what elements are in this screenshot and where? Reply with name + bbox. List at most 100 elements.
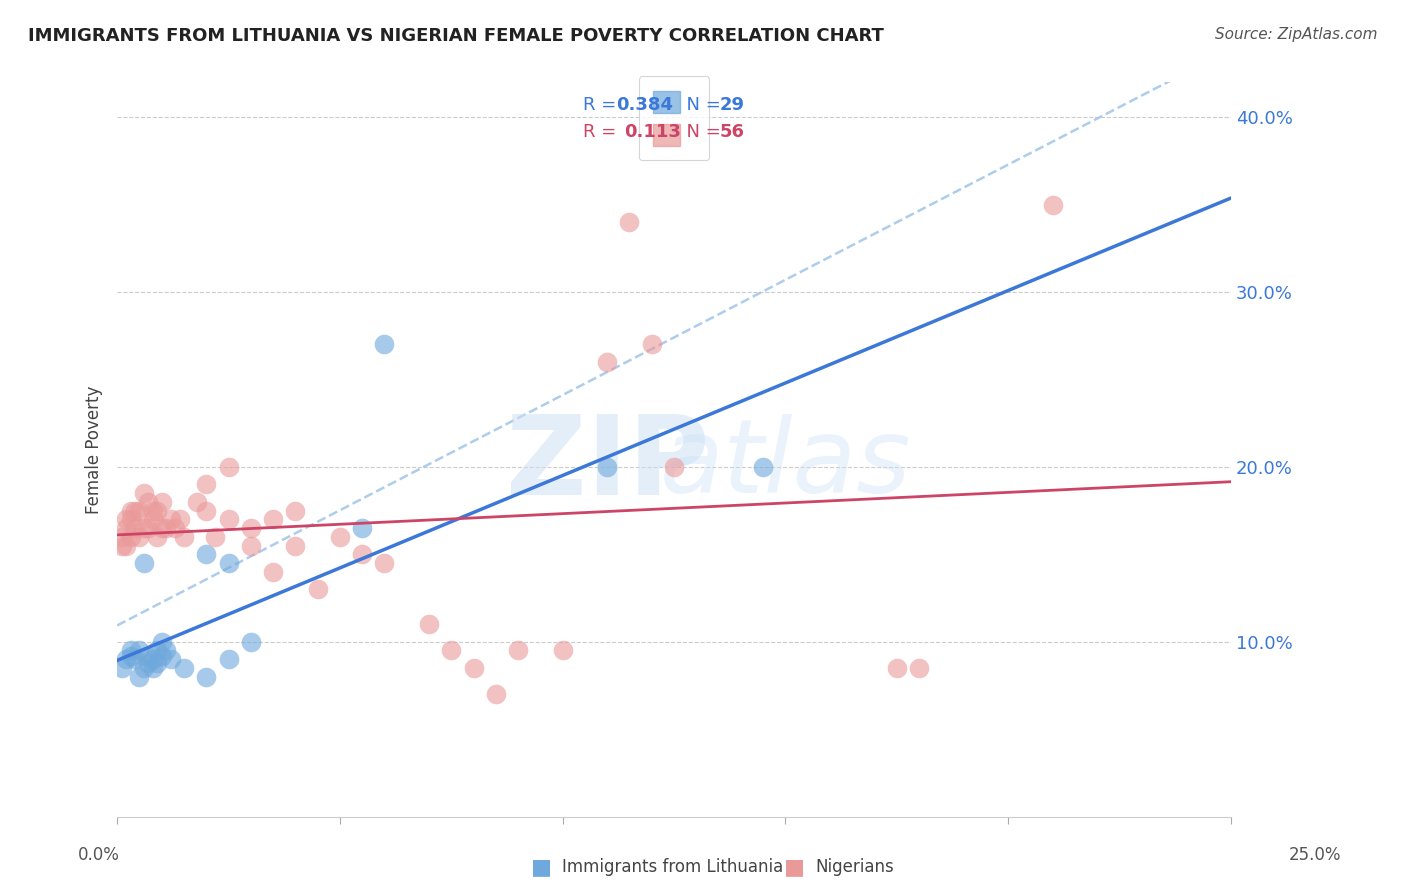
Point <box>142 652 165 666</box>
Point <box>120 512 142 526</box>
Text: Source: ZipAtlas.com: Source: ZipAtlas.com <box>1215 27 1378 42</box>
Text: 25.0%: 25.0% <box>1288 846 1341 863</box>
Point <box>218 459 240 474</box>
Point <box>138 495 160 509</box>
Point <box>218 652 240 666</box>
Point <box>169 512 191 526</box>
Point <box>485 687 508 701</box>
Point <box>146 643 169 657</box>
Point <box>120 530 142 544</box>
Point <box>124 652 146 666</box>
Point <box>506 643 529 657</box>
Point <box>195 547 218 561</box>
Point <box>619 215 641 229</box>
Text: N =: N = <box>675 123 727 141</box>
Point <box>115 512 138 526</box>
Text: 29: 29 <box>720 96 745 114</box>
Point <box>173 661 195 675</box>
Point <box>886 661 908 675</box>
Point <box>120 643 142 657</box>
Point <box>262 512 284 526</box>
Point <box>418 617 440 632</box>
Point <box>132 521 155 535</box>
Point <box>262 565 284 579</box>
Point <box>908 661 931 675</box>
Text: 0.384: 0.384 <box>616 96 673 114</box>
Point <box>239 634 262 648</box>
Point <box>150 648 173 663</box>
Point <box>150 495 173 509</box>
Point <box>128 503 150 517</box>
Point <box>173 530 195 544</box>
Point <box>146 530 169 544</box>
Point <box>165 521 187 535</box>
Text: atlas: atlas <box>659 414 911 514</box>
Point <box>128 643 150 657</box>
Point <box>138 521 160 535</box>
Point <box>204 530 226 544</box>
Text: 0.0%: 0.0% <box>77 846 120 863</box>
Point <box>132 486 155 500</box>
Text: R =: R = <box>583 123 628 141</box>
Point <box>132 556 155 570</box>
Text: Immigrants from Lithuania: Immigrants from Lithuania <box>562 858 783 876</box>
Point <box>142 503 165 517</box>
Y-axis label: Female Poverty: Female Poverty <box>86 385 103 514</box>
Point <box>155 643 177 657</box>
Point <box>115 539 138 553</box>
Point <box>641 337 664 351</box>
Point <box>352 521 374 535</box>
Point <box>142 512 165 526</box>
Text: ■: ■ <box>531 857 551 877</box>
Point <box>138 656 160 670</box>
Text: R =: R = <box>583 96 623 114</box>
Point <box>307 582 329 597</box>
Point <box>111 539 134 553</box>
Legend: , : , <box>638 77 709 161</box>
Point <box>329 530 352 544</box>
Point <box>115 521 138 535</box>
Point <box>150 634 173 648</box>
Point <box>284 539 307 553</box>
Point <box>373 556 395 570</box>
Point <box>195 503 218 517</box>
Point <box>373 337 395 351</box>
Point <box>111 661 134 675</box>
Point <box>155 521 177 535</box>
Point <box>463 661 485 675</box>
Point <box>662 459 685 474</box>
Point <box>195 477 218 491</box>
Point <box>440 643 463 657</box>
Point <box>752 459 775 474</box>
Point <box>218 556 240 570</box>
Point <box>239 521 262 535</box>
Point <box>218 512 240 526</box>
Point <box>596 459 619 474</box>
Point <box>111 530 134 544</box>
Point <box>159 512 181 526</box>
Point <box>120 503 142 517</box>
Point <box>195 670 218 684</box>
Point <box>352 547 374 561</box>
Point <box>1042 197 1064 211</box>
Point <box>124 521 146 535</box>
Point <box>146 503 169 517</box>
Point <box>128 530 150 544</box>
Point <box>551 643 574 657</box>
Point <box>142 661 165 675</box>
Point <box>128 670 150 684</box>
Point <box>159 652 181 666</box>
Text: 56: 56 <box>720 123 745 141</box>
Point <box>138 648 160 663</box>
Point <box>124 503 146 517</box>
Point <box>115 652 138 666</box>
Text: 0.113: 0.113 <box>624 123 681 141</box>
Text: IMMIGRANTS FROM LITHUANIA VS NIGERIAN FEMALE POVERTY CORRELATION CHART: IMMIGRANTS FROM LITHUANIA VS NIGERIAN FE… <box>28 27 884 45</box>
Point <box>284 503 307 517</box>
Point <box>596 355 619 369</box>
Text: ZIP: ZIP <box>506 410 709 517</box>
Text: Nigerians: Nigerians <box>815 858 894 876</box>
Point <box>150 521 173 535</box>
Point <box>186 495 208 509</box>
Point <box>120 648 142 663</box>
